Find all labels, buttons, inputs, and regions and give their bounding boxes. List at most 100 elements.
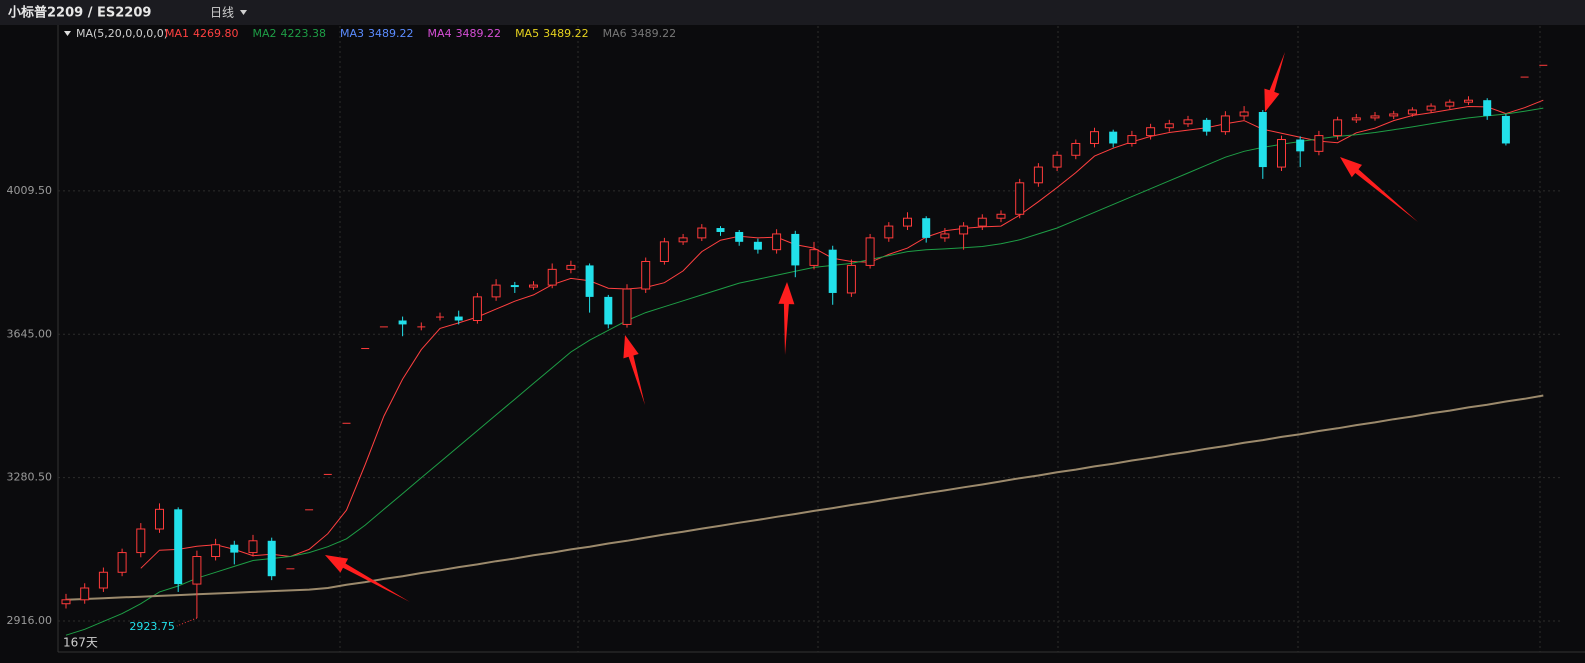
ma-line bbox=[140, 99, 1544, 569]
candle-body bbox=[80, 587, 90, 601]
legend-name: MA6 bbox=[603, 27, 627, 40]
candle-body bbox=[417, 326, 426, 328]
legend-name: MA4 bbox=[428, 27, 452, 40]
candle-body bbox=[267, 540, 276, 577]
candle-body bbox=[192, 556, 202, 585]
candle-body bbox=[361, 348, 370, 350]
legend-name: MA2 bbox=[253, 27, 277, 40]
candle-body bbox=[1052, 154, 1062, 168]
candle-body bbox=[1539, 64, 1548, 66]
candle-body bbox=[1033, 166, 1043, 184]
candle-body bbox=[1445, 101, 1455, 107]
candle-body bbox=[136, 528, 146, 554]
legend-name: MA3 bbox=[340, 27, 364, 40]
candle-body bbox=[1090, 131, 1099, 144]
candle-body bbox=[1483, 100, 1492, 116]
candle-body bbox=[1146, 127, 1156, 137]
candle-body bbox=[659, 241, 669, 262]
legend-value: 4269.80 bbox=[193, 27, 239, 40]
candle-body bbox=[1389, 113, 1399, 117]
candle-body bbox=[211, 544, 221, 558]
annotation-arrow bbox=[623, 335, 645, 405]
y-tick-label: 2916.00 bbox=[7, 614, 53, 627]
candle-body bbox=[117, 552, 127, 573]
legend-value: 4223.38 bbox=[281, 27, 327, 40]
day-count: 167天 bbox=[63, 636, 98, 650]
candle-body bbox=[436, 316, 444, 318]
candle-body bbox=[791, 233, 800, 266]
candle-body bbox=[1501, 115, 1510, 144]
candle-body bbox=[323, 473, 332, 475]
candle-body bbox=[529, 284, 538, 288]
candle-body bbox=[230, 544, 239, 553]
candle-body bbox=[1239, 111, 1249, 117]
candle-body bbox=[1407, 109, 1417, 115]
candle-body bbox=[1258, 111, 1267, 168]
candle-body bbox=[342, 422, 351, 424]
legend-name: MA1 bbox=[165, 27, 189, 40]
candle-body bbox=[884, 225, 894, 239]
candle-body bbox=[1464, 99, 1473, 103]
symbol-title: 小标普2209 / ES2209 bbox=[8, 5, 151, 21]
annotation-arrow bbox=[778, 282, 795, 355]
y-tick-label: 3280.50 bbox=[7, 471, 53, 484]
candle-body bbox=[585, 265, 594, 297]
period-select[interactable]: 日线 bbox=[210, 6, 234, 20]
ma-line bbox=[65, 394, 1544, 601]
candle-body bbox=[865, 237, 875, 266]
annotation-arrow bbox=[1264, 52, 1285, 112]
candle-body bbox=[286, 568, 295, 570]
candle-body bbox=[1164, 123, 1174, 129]
min-price-label: 2923.75 bbox=[129, 620, 175, 633]
candle-body bbox=[735, 231, 744, 242]
legend-value: 3489.22 bbox=[368, 27, 414, 40]
candle-body bbox=[697, 227, 707, 239]
candle-body bbox=[1351, 117, 1361, 121]
candle-body bbox=[155, 508, 164, 530]
candle-body bbox=[510, 285, 519, 288]
candle-body bbox=[1296, 139, 1305, 152]
candle-body bbox=[641, 260, 651, 290]
y-tick-label: 3645.00 bbox=[7, 327, 53, 340]
period-dropdown-icon[interactable] bbox=[240, 10, 247, 15]
legend-value: 3489.22 bbox=[631, 27, 677, 40]
legend-value: 3489.22 bbox=[456, 27, 502, 40]
candle-body bbox=[622, 288, 632, 325]
candle-body bbox=[472, 296, 482, 321]
indicator-toggle[interactable] bbox=[64, 31, 71, 36]
candle-body bbox=[1071, 142, 1081, 156]
y-tick-label: 4009.50 bbox=[7, 184, 53, 197]
candle-body bbox=[1370, 115, 1380, 119]
candle-body bbox=[398, 320, 407, 325]
candle-body bbox=[977, 217, 987, 227]
candle-body bbox=[248, 540, 258, 554]
candle-body bbox=[940, 233, 950, 239]
candle-body bbox=[1314, 135, 1324, 152]
candle-body bbox=[98, 571, 108, 589]
candle-body bbox=[1015, 182, 1025, 215]
candle-body bbox=[604, 296, 613, 325]
candle-body bbox=[1127, 135, 1137, 144]
candle-body bbox=[922, 218, 931, 238]
candle-body bbox=[1520, 76, 1529, 78]
candle-body bbox=[1109, 131, 1118, 144]
candle-body bbox=[753, 241, 762, 250]
candle-body bbox=[1333, 119, 1343, 137]
header-bar bbox=[0, 0, 1585, 25]
legend-value: 3489.22 bbox=[543, 27, 589, 40]
candle-body bbox=[491, 284, 501, 298]
indicator-name[interactable]: MA(5,20,0,0,0,0) bbox=[76, 27, 168, 40]
candle-body bbox=[772, 233, 782, 251]
candle-body bbox=[379, 326, 388, 328]
candle-body bbox=[1202, 119, 1211, 132]
candle-body bbox=[174, 509, 183, 585]
candle-body bbox=[305, 509, 314, 511]
candle-body bbox=[996, 213, 1006, 219]
annotation-arrow bbox=[1340, 157, 1418, 222]
candle-body bbox=[1220, 115, 1230, 133]
candle-body bbox=[61, 599, 71, 605]
annotation-arrow bbox=[325, 555, 410, 602]
